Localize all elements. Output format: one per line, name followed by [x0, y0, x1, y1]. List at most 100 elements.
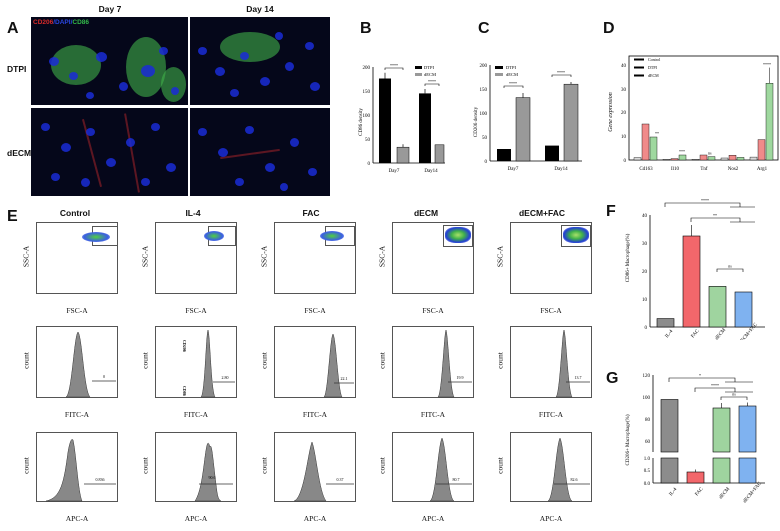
svg-text:****: ****: [711, 383, 719, 388]
svg-text:10: 10: [621, 135, 627, 140]
panel-a-col-day14: Day 14: [246, 4, 274, 14]
svg-text:dECM: dECM: [715, 327, 728, 340]
svg-text:1.0: 1.0: [644, 457, 651, 462]
svg-text:100: 100: [643, 396, 651, 401]
svg-text:Day7: Day7: [508, 167, 519, 172]
svg-text:Control: Control: [648, 57, 661, 62]
hist-apc-il4: 90.6: [155, 432, 237, 502]
svg-text:****: ****: [428, 79, 436, 84]
svg-text:200: 200: [480, 64, 488, 69]
svg-text:ns: ns: [732, 392, 736, 397]
svg-text:dECM+FAC: dECM+FAC: [743, 481, 764, 504]
hist-fitc-il4: 2.80 CD206 CD86: [155, 326, 237, 398]
hist-fitc-fac: 22.1: [274, 326, 356, 398]
svg-text:0.37: 0.37: [337, 477, 344, 482]
svg-text:80: 80: [645, 418, 651, 423]
svg-text:82.6: 82.6: [571, 477, 578, 482]
svg-text:0.5: 0.5: [644, 469, 651, 474]
bar-c-day7-dtpi: [497, 149, 511, 161]
svg-text:Il10: Il10: [671, 167, 680, 172]
svg-text:CD86: CD86: [182, 386, 187, 396]
svg-text:10: 10: [642, 298, 648, 303]
panel-a-row-dtpi: DTPI: [7, 64, 27, 74]
svg-text:Nos2: Nos2: [728, 167, 739, 172]
svg-text:Cd163: Cd163: [639, 167, 653, 172]
svg-text:ns: ns: [708, 151, 712, 156]
svg-text:Gene expression: Gene expression: [608, 92, 614, 132]
svg-text:20: 20: [621, 111, 627, 116]
svg-text:100: 100: [480, 112, 488, 117]
bar-c-day14-decm: [563, 83, 579, 162]
svg-text:120: 120: [643, 374, 651, 379]
svg-text:0.836: 0.836: [96, 477, 105, 482]
bar-g-decm: [712, 407, 731, 453]
bar-f-fac: [682, 235, 701, 328]
svg-text:Tnf: Tnf: [700, 167, 708, 172]
chart-b-ylabel: CD86 density: [359, 108, 364, 136]
svg-text:IL-4: IL-4: [665, 329, 675, 339]
bar-b-day14-decm: [434, 144, 445, 164]
bar-d-cd163-decm: [649, 136, 658, 161]
panel-e-group-control: Control: [59, 208, 91, 218]
bar-b-day14-dtpi: [419, 93, 431, 163]
bar-d-arg1-dtpi: [757, 139, 766, 161]
micrograph-decm-day14: [190, 108, 330, 196]
hist-apc-fac: 0.37: [274, 432, 356, 502]
svg-text:100: 100: [363, 114, 371, 119]
svg-text:****: ****: [763, 62, 771, 67]
svg-text:40: 40: [642, 214, 648, 219]
chart-g: CD206+ Macrophage(%) 120 100 80 60 1.0 0…: [626, 373, 765, 504]
svg-text:Day7: Day7: [389, 169, 400, 174]
panel-e-group-fac: FAC: [302, 208, 320, 218]
svg-text:CD206: CD206: [182, 340, 187, 352]
svg-text:DTPI: DTPI: [506, 65, 517, 70]
svg-text:20: 20: [642, 270, 648, 275]
svg-text:**: **: [655, 131, 659, 136]
stain-legend: CD206/DAPI/CD86: [33, 19, 90, 26]
svg-text:****: ****: [557, 70, 565, 75]
panel-d-letter: D: [603, 20, 615, 37]
svg-text:0: 0: [103, 374, 105, 379]
panel-e-group-decm: dECM: [413, 208, 439, 218]
hist-apc-decm: 80.7: [392, 432, 474, 502]
bar-g-il4: [660, 399, 679, 453]
svg-text:dECM: dECM: [424, 72, 436, 77]
svg-text:**: **: [713, 213, 717, 218]
chart-d: Gene expression 0 10 20 30 40 ** *** ns …: [608, 55, 779, 172]
svg-text:0: 0: [368, 162, 371, 167]
scatter-control: [36, 222, 118, 294]
svg-text:IL-4: IL-4: [669, 487, 679, 497]
bar-g-decm-fac: [738, 405, 757, 453]
bar-c-day14-dtpi: [545, 145, 559, 161]
panel-e-group-il4: IL-4: [185, 208, 201, 218]
svg-text:200: 200: [363, 66, 371, 71]
svg-text:dECM: dECM: [648, 73, 659, 78]
svg-text:30: 30: [642, 242, 648, 247]
svg-text:****: ****: [390, 63, 398, 68]
svg-text:dECM: dECM: [506, 72, 518, 77]
chart-f: CD86+ Macrophage(%) 0 10 20 30 40 **** *…: [626, 198, 765, 340]
panel-a-letter: A: [7, 20, 19, 37]
micrograph-dtpi-day14: [190, 17, 330, 105]
scatter-il4: [155, 222, 237, 294]
svg-text:90.6: 90.6: [209, 475, 216, 480]
svg-text:*: *: [699, 373, 701, 378]
scatter-decm: [392, 222, 474, 294]
hist-apc-control: 0.836: [36, 432, 118, 502]
hist-apc-decm-fac: 82.6: [510, 432, 592, 502]
svg-text:CD206 density: CD206 density: [474, 106, 479, 137]
panel-g-letter: G: [606, 370, 619, 387]
hist-fitc-decm: 19.9: [392, 326, 474, 398]
svg-text:0.0: 0.0: [644, 482, 651, 487]
panel-e-group-decm-fac: dECM+FAC: [518, 208, 566, 218]
bar-b-day7-decm: [396, 146, 410, 164]
bar-f-decm: [708, 286, 727, 328]
panel-f-letter: F: [606, 203, 616, 220]
svg-text:19.9: 19.9: [457, 375, 464, 380]
svg-text:80.7: 80.7: [453, 477, 460, 482]
bar-b-day7-dtpi: [379, 78, 391, 163]
svg-text:0: 0: [645, 326, 648, 331]
svg-text:22.1: 22.1: [341, 376, 348, 381]
svg-text:50: 50: [482, 136, 488, 141]
bar-g-fac: [686, 471, 705, 484]
